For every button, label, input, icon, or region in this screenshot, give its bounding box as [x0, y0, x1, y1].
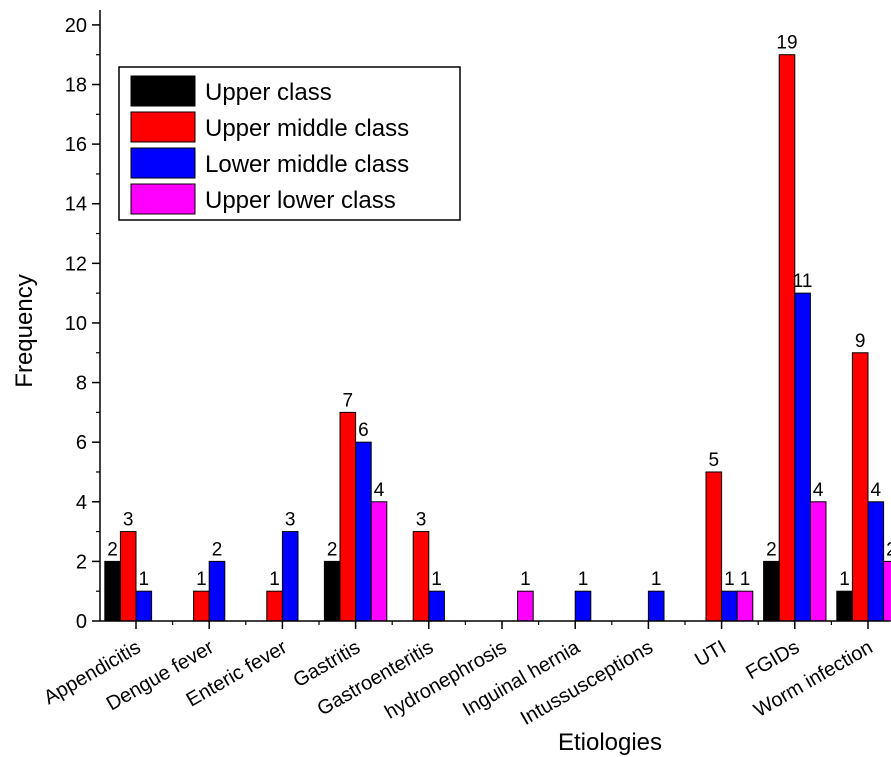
legend-label: Lower middle class: [205, 151, 409, 178]
data-label: 2: [212, 539, 223, 560]
data-label: 3: [285, 510, 296, 531]
data-label: 2: [107, 539, 118, 560]
y-tick-label: 10: [65, 313, 87, 335]
legend-label: Upper class: [205, 79, 332, 106]
x-tick-label: UTI: [691, 636, 730, 671]
bar: [809, 501, 827, 622]
bar: [412, 531, 430, 622]
x-axis-title: Etiologies: [558, 729, 662, 756]
bar: [705, 471, 723, 622]
data-label: 1: [269, 569, 280, 590]
bar: [867, 501, 885, 622]
legend-swatch: [130, 147, 196, 179]
bar: [721, 590, 738, 622]
bar: [323, 560, 341, 622]
bar: [574, 590, 592, 622]
data-label: 1: [724, 569, 735, 590]
bar: [281, 531, 299, 622]
legend-swatch: [130, 111, 196, 143]
bar: [135, 590, 153, 622]
bar: [339, 411, 357, 622]
data-label: 3: [123, 510, 134, 531]
bar: [119, 531, 137, 622]
data-label: 2: [327, 539, 338, 560]
data-label: 6: [358, 420, 369, 441]
y-axis-title: Frequency: [11, 274, 38, 387]
data-label: 2: [766, 539, 777, 560]
legend-swatch: [130, 75, 196, 107]
bars: [104, 54, 891, 622]
x-tick-label: hydronephrosis: [381, 636, 510, 723]
y-tick-label: 4: [76, 492, 87, 514]
bar: [836, 590, 853, 622]
y-tick-label: 2: [76, 551, 87, 573]
y-tick-label: 6: [76, 432, 87, 454]
data-label: 1: [196, 569, 207, 590]
data-label: 9: [855, 331, 866, 352]
bar: [208, 560, 226, 622]
bar: [428, 590, 445, 622]
data-label: 1: [651, 569, 662, 590]
legend: Upper class Upper middle class Lower middl…: [118, 66, 461, 221]
data-label: 4: [871, 480, 882, 501]
bar: [647, 590, 665, 622]
data-label: 19: [776, 33, 797, 54]
data-label: 7: [343, 390, 354, 411]
bar: [517, 590, 534, 622]
bar: [736, 590, 754, 622]
data-labels: 22213117351991236111111441142: [107, 33, 891, 590]
bar: [355, 441, 372, 622]
data-label: 1: [578, 569, 589, 590]
data-label: 1: [740, 569, 751, 590]
y-tick-label: 12: [65, 253, 87, 275]
data-label: 5: [709, 450, 720, 471]
data-label: 4: [374, 480, 385, 501]
data-label: 1: [520, 569, 531, 590]
legend-label: Upper lower class: [205, 187, 396, 214]
data-label: 2: [886, 539, 891, 560]
bar: [883, 560, 891, 622]
y-tick-label: 20: [65, 15, 87, 37]
bar: [794, 292, 811, 622]
bar: [266, 590, 283, 622]
y-tick-label: 8: [76, 373, 87, 395]
bar: [778, 54, 796, 622]
data-label: 11: [793, 271, 813, 292]
bar: [851, 352, 869, 622]
data-label: 3: [416, 510, 427, 531]
bar: [193, 590, 210, 622]
legend-swatch: [130, 183, 196, 215]
y-tick-label: 16: [65, 134, 87, 156]
bar: [104, 560, 121, 622]
x-tick-label: Intussusceptions: [517, 636, 657, 730]
data-label: 4: [813, 480, 824, 501]
data-label: 1: [431, 569, 442, 590]
bar: [763, 560, 780, 622]
data-label: 1: [139, 569, 150, 590]
y-tick-label: 14: [65, 194, 87, 216]
data-label: 1: [839, 569, 850, 590]
y-tick-label: 18: [65, 75, 87, 97]
bar: [370, 501, 388, 622]
legend-label: Upper middle class: [205, 115, 409, 142]
y-tick-label: 0: [76, 611, 87, 633]
